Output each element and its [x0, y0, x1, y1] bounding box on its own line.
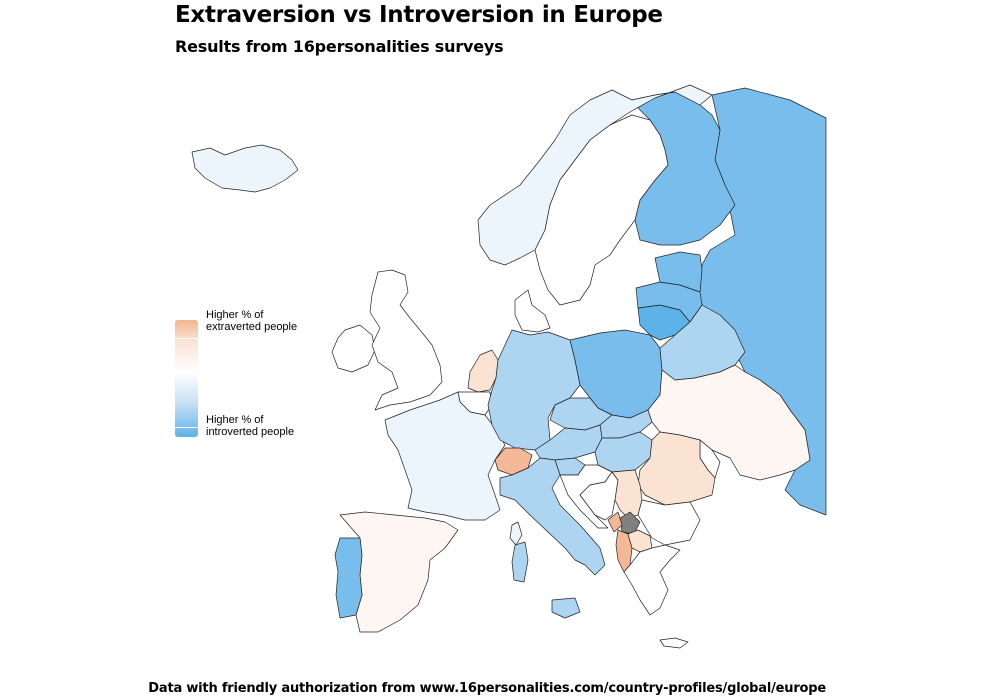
country-italy-sicily[interactable] [551, 597, 581, 619]
legend-gradient-bar [175, 320, 198, 437]
data-source-caption: Data with friendly authorization from ww… [148, 681, 826, 696]
legend-tick-introverted [175, 427, 198, 428]
country-denmark[interactable] [514, 289, 551, 333]
country-montenegro[interactable] [607, 511, 623, 533]
legend-label-introverted: Higher % of introverted people [206, 414, 295, 438]
country-france-corsica[interactable] [509, 521, 523, 546]
country-romania[interactable] [637, 431, 716, 506]
country-france[interactable] [384, 391, 506, 521]
map-title: Extraversion vs Introversion in Europe [175, 2, 663, 28]
country-estonia[interactable] [654, 251, 703, 293]
country-switzerland[interactable] [494, 447, 533, 476]
country-netherlands[interactable] [467, 349, 499, 393]
country-italy-sardinia[interactable] [511, 541, 529, 583]
legend-label-extraverted: Higher % of extraverted people [206, 309, 298, 333]
country-portugal[interactable] [334, 537, 363, 619]
country-united-kingdom[interactable] [369, 269, 443, 411]
country-ireland[interactable] [331, 324, 376, 373]
map-subtitle: Results from 16personalities surveys [175, 37, 504, 56]
legend-tick-extraverted [175, 338, 198, 339]
country-serbia[interactable] [611, 469, 643, 519]
color-legend: Higher % of extraverted people Higher % o… [175, 309, 345, 442]
country-kosovo[interactable] [619, 511, 641, 535]
country-greece-crete[interactable] [659, 637, 689, 649]
country-sweden[interactable] [534, 114, 669, 306]
country-italy[interactable] [499, 457, 606, 576]
country-bulgaria[interactable] [637, 499, 701, 546]
country-iceland[interactable] [191, 144, 299, 193]
country-greece[interactable] [623, 544, 681, 616]
